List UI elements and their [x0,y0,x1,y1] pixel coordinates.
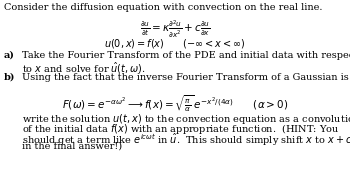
Text: in the final answer!): in the final answer!) [22,142,122,151]
Text: b): b) [4,73,15,82]
Text: should get a term like $e^{ic\omega t}$ in $\hat{u}$.  This should simply shift : should get a term like $e^{ic\omega t}$ … [22,132,350,148]
Text: Consider the diffusion equation with convection on the real line.: Consider the diffusion equation with con… [4,3,322,12]
Text: $F(\omega) = e^{-\alpha\omega^2} \longrightarrow f(x) = \sqrt{\frac{\pi}{\alpha}: $F(\omega) = e^{-\alpha\omega^2} \longri… [62,93,288,113]
Text: a): a) [4,51,15,60]
Text: write the solution $u(t, x)$ to the convection equation as a convolution: write the solution $u(t, x)$ to the conv… [22,112,350,126]
Text: of the initial data $f(x)$ with an appropriate function.  (HINT: You: of the initial data $f(x)$ with an appro… [22,122,339,136]
Text: to $x$ and solve for $\hat{u}(t, \omega)$.: to $x$ and solve for $\hat{u}(t, \omega)… [22,61,146,76]
Text: $u(0, x) = f(x) \qquad (-\infty < x < \infty)$: $u(0, x) = f(x) \qquad (-\infty < x < \i… [104,37,246,50]
Text: Take the Fourier Transform of the PDE and initial data with respect: Take the Fourier Transform of the PDE an… [22,51,350,60]
Text: Using the fact that the inverse Fourier Transform of a Gaussian is: Using the fact that the inverse Fourier … [22,73,349,82]
Text: $\frac{\partial u}{\partial t} = \kappa\frac{\partial^2 u}{\partial x^2} + c\fra: $\frac{\partial u}{\partial t} = \kappa\… [140,19,210,40]
